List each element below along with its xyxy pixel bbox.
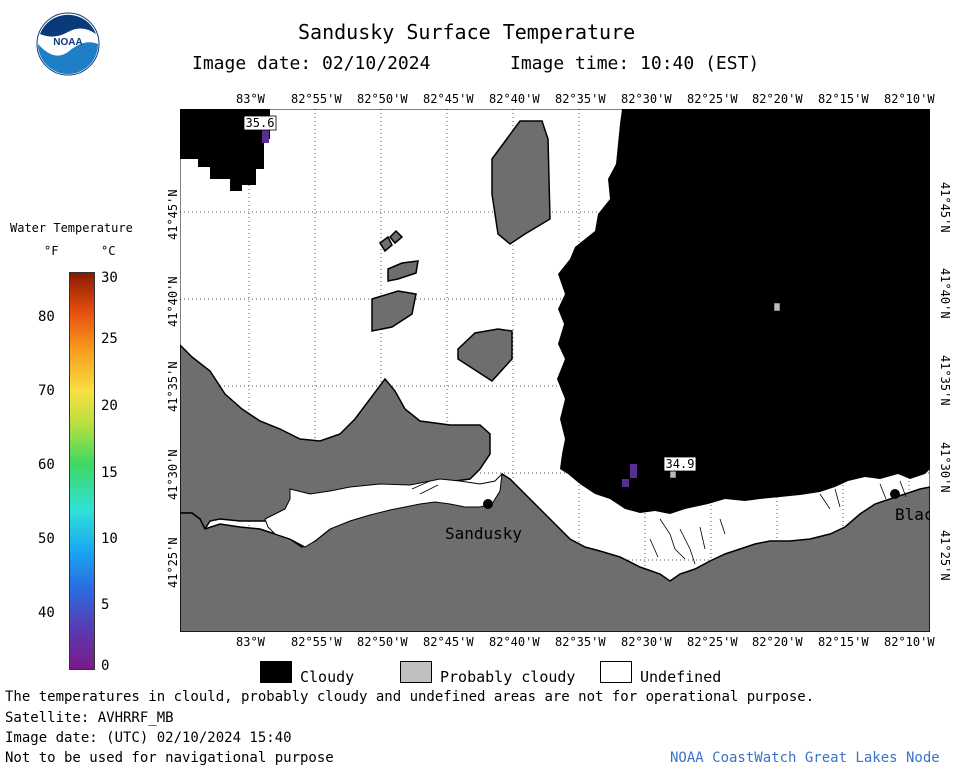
lon-label: 83°W <box>236 92 265 106</box>
reading-box <box>243 115 277 131</box>
page-title: Sandusky Surface Temperature <box>298 20 636 44</box>
lat-label: 41°45'N <box>938 182 952 233</box>
noaa-logo-icon: NOAA <box>36 12 100 76</box>
reading-pixel <box>630 464 637 478</box>
lon-label: 82°25'W <box>687 92 738 106</box>
lat-label: 41°45'N <box>166 189 180 240</box>
lon-label: 82°35'W <box>555 635 606 649</box>
island-patch <box>387 260 419 282</box>
lon-label: 82°55'W <box>291 635 342 649</box>
footer-credit: NOAA CoastWatch Great Lakes Node <box>670 750 940 766</box>
undefined-pixel <box>773 302 781 312</box>
lat-label: 41°30'N <box>166 449 180 500</box>
place-label-blac: Blac <box>895 505 930 524</box>
legend-label-probably-cloudy: Probably cloudy <box>440 668 576 686</box>
lon-label: 82°45'W <box>423 92 474 106</box>
lon-label: 82°20'W <box>752 635 803 649</box>
scale-title: Water Temperature <box>10 221 133 235</box>
c-tick-10: 10 <box>101 531 118 547</box>
lon-label: 82°40'W <box>489 92 540 106</box>
f-tick-80: 80 <box>38 309 55 325</box>
footer-navigation-warning: Not to be used for navigational purpose <box>5 750 334 766</box>
lon-label: 82°30'W <box>621 635 672 649</box>
lat-label: 41°35'N <box>166 361 180 412</box>
lon-label: 82°25'W <box>687 635 738 649</box>
footer-satellite: Satellite: AVHRRF_MB <box>5 710 174 726</box>
lat-label: 41°35'N <box>938 355 952 406</box>
legend-label-undefined: Undefined <box>640 668 722 686</box>
image-time: Image time: 10:40 (EST) <box>510 53 760 74</box>
lat-label: 41°40'N <box>166 276 180 327</box>
scale-unit-c: °C <box>101 244 116 258</box>
island-patch <box>457 328 513 382</box>
cloud-area <box>557 109 930 514</box>
lon-label: 82°15'W <box>818 92 869 106</box>
lon-label: 82°50'W <box>357 635 408 649</box>
lon-label: 82°15'W <box>818 635 869 649</box>
image-date: Image date: 02/10/2024 <box>192 53 431 74</box>
island-patch <box>491 120 551 245</box>
f-tick-50: 50 <box>38 531 55 547</box>
lat-label: 41°40'N <box>938 268 952 319</box>
c-tick-20: 20 <box>101 398 118 414</box>
lon-label: 82°30'W <box>621 92 672 106</box>
temperature-map: 35.6 34.9 Sandusky Blac <box>180 109 930 632</box>
c-tick-0: 0 <box>101 658 110 674</box>
lon-label: 83°W <box>236 635 265 649</box>
lon-label: 82°10'W <box>884 635 935 649</box>
f-tick-40: 40 <box>38 605 55 621</box>
footer-disclaimer: The temperatures in clould, probably clo… <box>5 689 815 705</box>
noaa-logo-text: NOAA <box>53 37 82 48</box>
lat-label: 41°25'N <box>166 537 180 588</box>
lat-label: 41°30'N <box>938 442 952 493</box>
f-tick-70: 70 <box>38 383 55 399</box>
legend-label-cloudy: Cloudy <box>300 668 355 686</box>
lon-label: 82°55'W <box>291 92 342 106</box>
lon-label: 82°20'W <box>752 92 803 106</box>
reading-pixel <box>669 470 677 479</box>
island-patch <box>388 229 404 245</box>
c-tick-30: 30 <box>101 270 118 286</box>
legend-swatch-probably-cloudy <box>400 661 432 683</box>
reading-label-2: 34.9 <box>666 457 695 471</box>
reading-box <box>663 456 697 472</box>
lon-label: 82°35'W <box>555 92 606 106</box>
c-tick-5: 5 <box>101 597 110 613</box>
coast-detail-lines <box>411 478 907 565</box>
f-tick-60: 60 <box>38 457 55 473</box>
reading-pixel <box>622 479 629 487</box>
legend-swatch-cloudy <box>260 661 292 683</box>
city-marker-blac <box>890 489 900 499</box>
legend-swatch-undefined <box>600 661 632 683</box>
color-scale-bar <box>69 272 95 670</box>
island-patch <box>378 235 393 253</box>
island-patch <box>371 290 417 332</box>
lat-label: 41°25'N <box>938 530 952 581</box>
lon-label: 82°45'W <box>423 635 474 649</box>
c-tick-15: 15 <box>101 465 118 481</box>
reading-label-1: 35.6 <box>246 116 275 130</box>
c-tick-25: 25 <box>101 331 118 347</box>
footer-utc-date: Image date: (UTC) 02/10/2024 15:40 <box>5 730 292 746</box>
lon-label: 82°10'W <box>884 92 935 106</box>
lon-label: 82°50'W <box>357 92 408 106</box>
scale-unit-f: °F <box>44 244 59 258</box>
lon-label: 82°40'W <box>489 635 540 649</box>
place-label-sandusky: Sandusky <box>445 524 522 543</box>
undefined-area <box>264 472 503 548</box>
city-marker-sandusky <box>483 499 493 509</box>
reading-pixel <box>262 129 269 143</box>
